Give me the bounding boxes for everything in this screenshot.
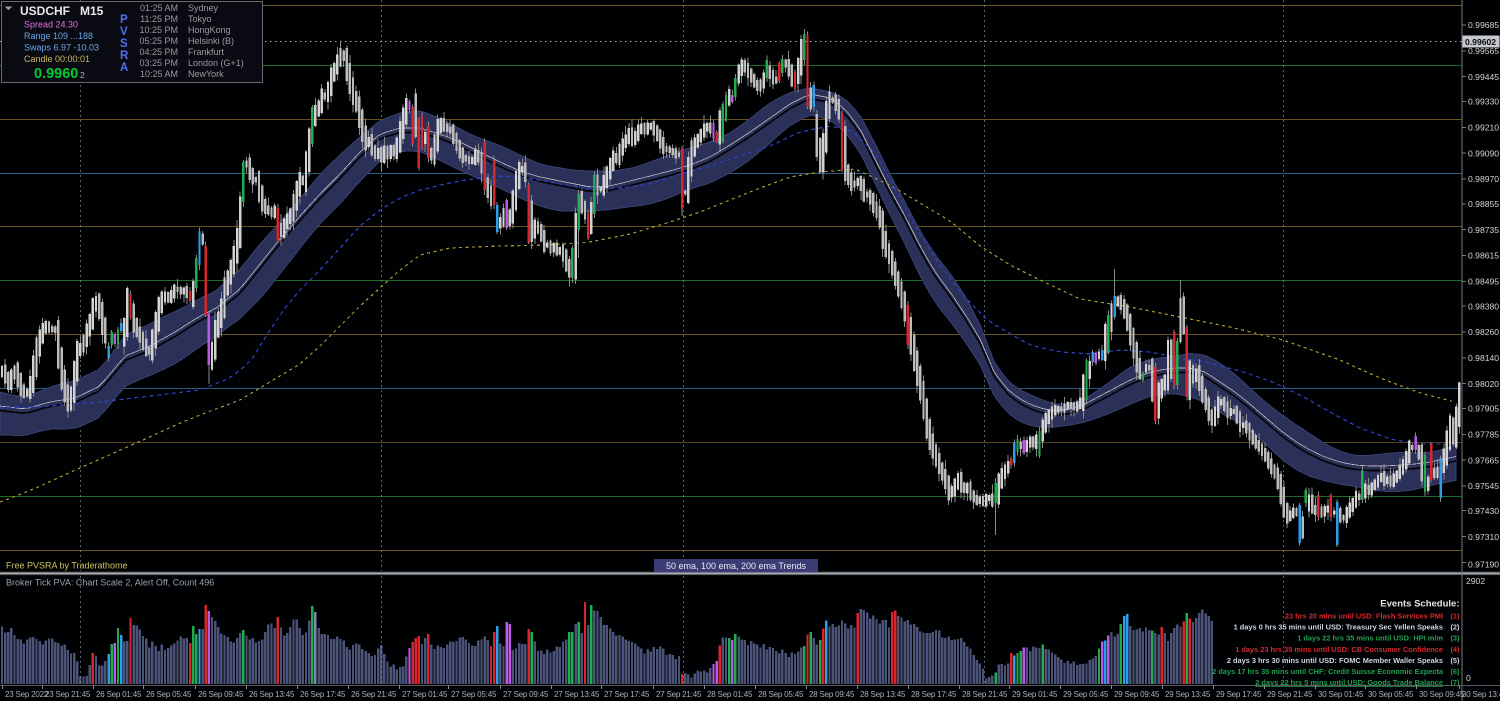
- svg-text:(5): (5): [1450, 656, 1460, 665]
- svg-text:Candle 00:00:01: Candle 00:00:01: [24, 54, 90, 64]
- svg-text:0.98020: 0.98020: [1468, 379, 1499, 389]
- svg-text:26 Sep 21:45: 26 Sep 21:45: [351, 690, 397, 699]
- svg-text:Helsinki (B): Helsinki (B): [188, 36, 234, 46]
- svg-text:Tokyo: Tokyo: [188, 14, 212, 24]
- svg-text:26 Sep 09:45: 26 Sep 09:45: [198, 690, 244, 699]
- svg-text:P: P: [120, 14, 128, 26]
- svg-text:Sydney: Sydney: [188, 3, 219, 13]
- svg-text:0.98855: 0.98855: [1468, 199, 1499, 209]
- svg-text:A: A: [120, 62, 128, 74]
- svg-text:0.99090: 0.99090: [1468, 148, 1499, 158]
- svg-text:0.99602: 0.99602: [1465, 37, 1496, 47]
- svg-text:London (G+1): London (G+1): [188, 58, 244, 68]
- svg-text:Swaps 6.97 -10.03: Swaps 6.97 -10.03: [24, 43, 99, 53]
- svg-text:0.99445: 0.99445: [1468, 72, 1499, 82]
- svg-text:26 Sep 05:45: 26 Sep 05:45: [146, 690, 192, 699]
- svg-text:0.98615: 0.98615: [1468, 251, 1499, 261]
- svg-text:28 Sep 13:45: 28 Sep 13:45: [860, 690, 906, 699]
- svg-text:2 days 22 hrs 5 mins until USD: 2 days 22 hrs 5 mins until USD: Goods Tr…: [1255, 678, 1443, 687]
- svg-text:R: R: [120, 50, 129, 62]
- svg-text:29 Sep 17:45: 29 Sep 17:45: [1216, 690, 1262, 699]
- svg-text:29 Sep 01:45: 29 Sep 01:45: [1012, 690, 1058, 699]
- svg-text:1 days 23 hrs 35 mins until US: 1 days 23 hrs 35 mins until USD: CB Cons…: [1235, 645, 1443, 654]
- svg-text:29 Sep 05:45: 29 Sep 05:45: [1063, 690, 1109, 699]
- svg-text:30 Sep 13:45: 30 Sep 13:45: [1462, 690, 1500, 699]
- svg-text:28 Sep 05:45: 28 Sep 05:45: [758, 690, 804, 699]
- svg-text:0.97785: 0.97785: [1468, 430, 1499, 440]
- svg-text:0.99330: 0.99330: [1468, 97, 1499, 107]
- svg-text:2 days 3 hrs 30 mins until USD: 2 days 3 hrs 30 mins until USD: FOMC Mem…: [1227, 656, 1443, 665]
- svg-text:0: 0: [1466, 673, 1471, 683]
- svg-text:0.97190: 0.97190: [1468, 560, 1499, 570]
- svg-text:HongKong: HongKong: [188, 25, 231, 35]
- svg-text:0.9960: 0.9960: [34, 66, 78, 82]
- svg-text:29 Sep 21:45: 29 Sep 21:45: [1267, 690, 1313, 699]
- svg-text:50 ema, 100 ema, 200 ema: 50 ema, 100 ema, 200 ema Trends: [666, 561, 807, 571]
- svg-text:26 Sep 13:45: 26 Sep 13:45: [249, 690, 295, 699]
- svg-text:1 days 0 hrs 35 mins until USD: 1 days 0 hrs 35 mins until USD: Treasury…: [1234, 623, 1443, 632]
- svg-text:10:25 AM: 10:25 AM: [140, 69, 178, 79]
- svg-text:03:25 PM: 03:25 PM: [139, 58, 178, 68]
- svg-text:23 hrs 20 mins until USD: Flas: 23 hrs 20 mins until USD: Flash Services…: [1285, 612, 1443, 621]
- svg-text:28 Sep 21:45: 28 Sep 21:45: [962, 690, 1008, 699]
- svg-text:0.99210: 0.99210: [1468, 123, 1499, 133]
- svg-text:0.98380: 0.98380: [1468, 301, 1499, 311]
- svg-text:Frankfurt: Frankfurt: [188, 47, 225, 57]
- svg-text:(6): (6): [1450, 667, 1460, 676]
- svg-text:0.97310: 0.97310: [1468, 532, 1499, 542]
- svg-text:30 Sep 01:45: 30 Sep 01:45: [1318, 690, 1364, 699]
- svg-text:Broker Tick PVA: Chart Sc: Broker Tick PVA: Chart Scale 2, Alert Of…: [6, 578, 214, 588]
- svg-text:0.98260: 0.98260: [1468, 327, 1499, 337]
- svg-text:26 Sep 17:45: 26 Sep 17:45: [300, 690, 346, 699]
- svg-text:01:25 AM: 01:25 AM: [140, 3, 178, 13]
- svg-text:05:25 PM: 05:25 PM: [139, 36, 178, 46]
- svg-text:27 Sep 17:45: 27 Sep 17:45: [604, 690, 650, 699]
- svg-text:23 Sep 21:45: 23 Sep 21:45: [45, 690, 91, 699]
- svg-text:27 Sep 05:45: 27 Sep 05:45: [451, 690, 497, 699]
- svg-text:29 Sep 13:45: 29 Sep 13:45: [1165, 690, 1211, 699]
- svg-text:(7): (7): [1450, 678, 1460, 687]
- svg-text:2: 2: [80, 70, 85, 80]
- svg-text:0.99565: 0.99565: [1468, 46, 1499, 56]
- svg-text:Free PVSRA by Traderathome: Free PVSRA by Traderathome: [6, 561, 128, 571]
- svg-text:11:25 PM: 11:25 PM: [140, 14, 178, 24]
- svg-text:27 Sep 01:45: 27 Sep 01:45: [402, 690, 448, 699]
- svg-text:Spread 24.30: Spread 24.30: [24, 20, 78, 30]
- svg-text:27 Sep 21:45: 27 Sep 21:45: [656, 690, 702, 699]
- svg-text:Events Schedule:: Events Schedule:: [1380, 599, 1459, 610]
- svg-text:28 Sep 17:45: 28 Sep 17:45: [911, 690, 957, 699]
- svg-text:(3): (3): [1450, 634, 1460, 643]
- svg-text:27 Sep 13:45: 27 Sep 13:45: [554, 690, 600, 699]
- svg-text:USDCHF M15: USDCHF M15: [20, 4, 104, 18]
- svg-text:30 Sep 05:45: 30 Sep 05:45: [1368, 690, 1414, 699]
- svg-text:0.99685: 0.99685: [1468, 20, 1499, 30]
- svg-text:Range 109 ...188: Range 109 ...188: [24, 31, 93, 41]
- svg-text:04:25 PM: 04:25 PM: [139, 47, 178, 57]
- svg-text:2902: 2902: [1466, 576, 1485, 586]
- svg-text:0.98735: 0.98735: [1468, 225, 1499, 235]
- svg-text:28 Sep 09:45: 28 Sep 09:45: [809, 690, 855, 699]
- svg-text:23 Sep 2022: 23 Sep 2022: [5, 690, 49, 699]
- svg-text:0.97665: 0.97665: [1468, 455, 1499, 465]
- svg-text:10:25 PM: 10:25 PM: [139, 25, 178, 35]
- svg-text:0.98970: 0.98970: [1468, 174, 1499, 184]
- svg-text:26 Sep 01:45: 26 Sep 01:45: [96, 690, 142, 699]
- svg-text:29 Sep 09:45: 29 Sep 09:45: [1114, 690, 1160, 699]
- svg-text:NewYork: NewYork: [188, 69, 224, 79]
- svg-text:0.98495: 0.98495: [1468, 277, 1499, 287]
- svg-text:0.97905: 0.97905: [1468, 404, 1499, 414]
- svg-text:1 days 22 hrs 35 mins until US: 1 days 22 hrs 35 mins until USD: HPI m/m: [1297, 634, 1443, 643]
- svg-text:V: V: [120, 26, 128, 38]
- svg-text:28 Sep 01:45: 28 Sep 01:45: [707, 690, 753, 699]
- svg-text:S: S: [120, 38, 128, 50]
- svg-text:0.98140: 0.98140: [1468, 353, 1499, 363]
- svg-text:30 Sep 09:45: 30 Sep 09:45: [1419, 690, 1465, 699]
- svg-text:27 Sep 09:45: 27 Sep 09:45: [503, 690, 549, 699]
- svg-text:0.97545: 0.97545: [1468, 481, 1499, 491]
- svg-text:(4): (4): [1450, 645, 1460, 654]
- svg-text:(1): (1): [1450, 612, 1460, 621]
- svg-text:(2): (2): [1450, 623, 1460, 632]
- svg-text:0.97430: 0.97430: [1468, 506, 1499, 516]
- svg-text:2 days 17 hrs 35 mins until CH: 2 days 17 hrs 35 mins until CHF: Credit …: [1212, 667, 1444, 676]
